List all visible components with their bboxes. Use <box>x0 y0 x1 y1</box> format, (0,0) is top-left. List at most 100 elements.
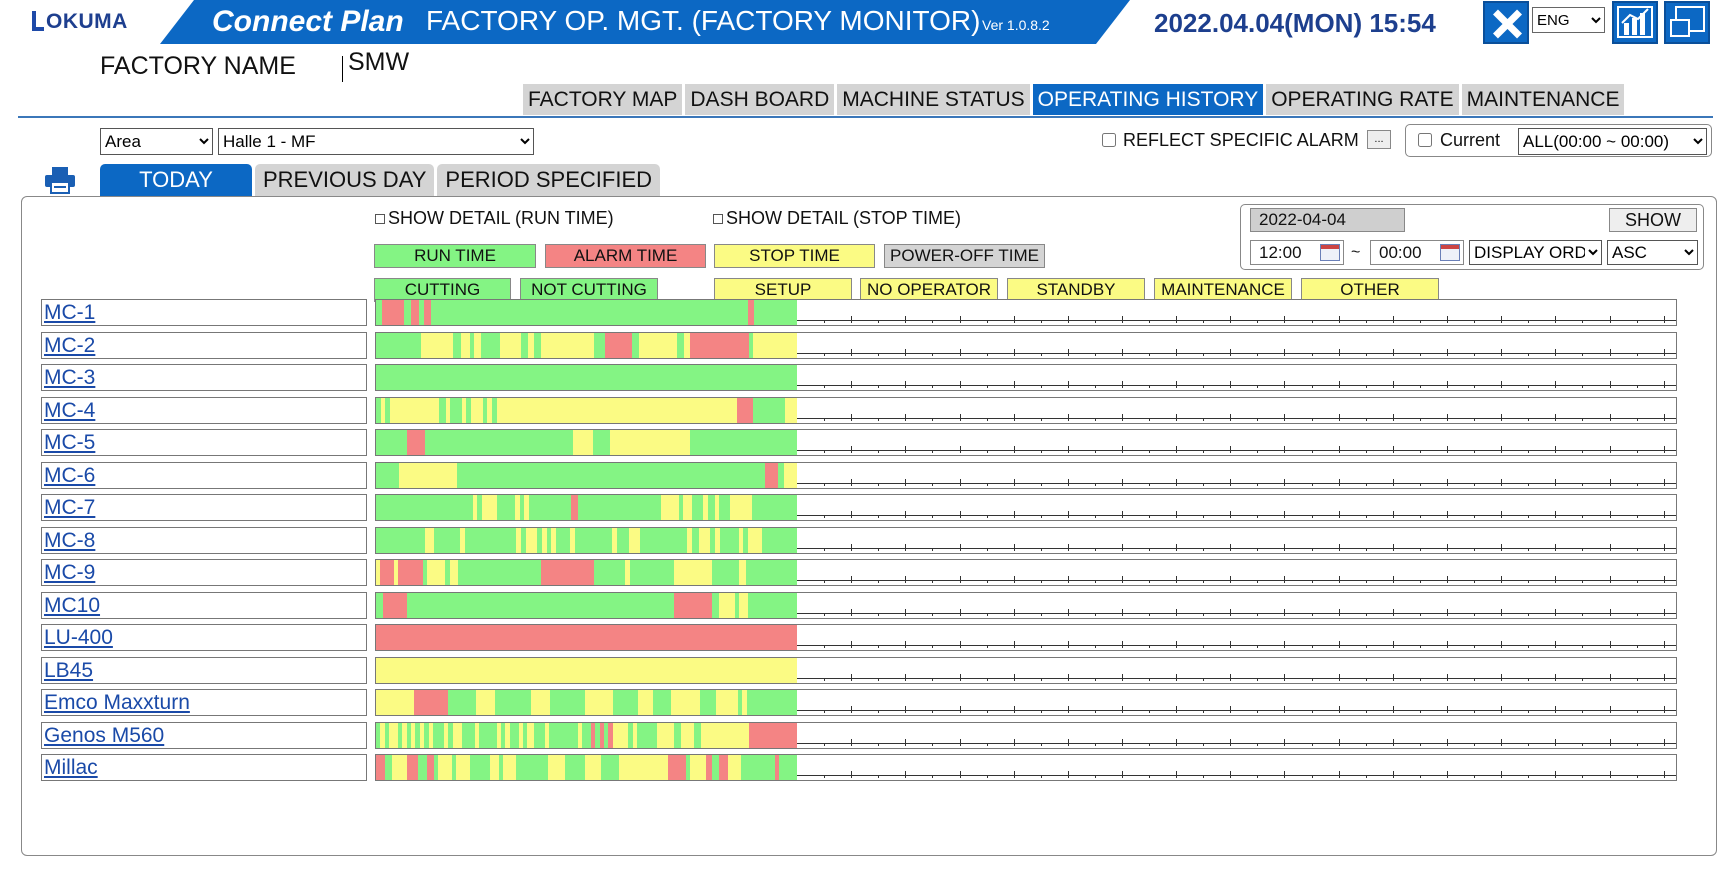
machine-link[interactable]: MC-5 <box>44 431 96 454</box>
ruler-tick <box>1664 381 1665 388</box>
to-time-input[interactable]: 00:00 <box>1370 240 1464 265</box>
tab-machine-status[interactable]: MACHINE STATUS <box>837 84 1030 115</box>
tab-period-specified[interactable]: PERIOD SPECIFIED <box>437 164 661 196</box>
timeline-segment <box>703 495 708 520</box>
ruler-tick <box>1122 543 1123 551</box>
machine-row: MC-7 <box>41 494 1677 521</box>
machine-link[interactable]: Millac <box>44 756 98 779</box>
ruler-tick <box>1230 771 1231 778</box>
tab-operating-rate[interactable]: OPERATING RATE <box>1266 84 1459 115</box>
reflect-alarm-more-button[interactable]: ... <box>1367 130 1391 149</box>
reflect-alarm-checkbox[interactable] <box>1102 133 1116 147</box>
machine-link[interactable]: LB45 <box>44 658 94 682</box>
ruler-tick <box>1637 320 1638 323</box>
machine-link[interactable]: MC-6 <box>44 463 96 487</box>
tab-operating-history[interactable]: OPERATING HISTORY <box>1032 84 1264 115</box>
timeline-segment <box>534 722 545 748</box>
page-title: FACTORY OP. MGT. (FACTORY MONITOR) <box>426 5 981 36</box>
ruler-tick <box>1393 478 1394 486</box>
machine-link[interactable]: Genos M560 <box>44 723 165 747</box>
timeline-segment <box>690 755 706 780</box>
machine-link[interactable]: MC-8 <box>44 528 96 552</box>
ruler-tick <box>1501 706 1502 713</box>
timeline-segments <box>376 462 797 488</box>
ruler-tick <box>1230 316 1231 323</box>
ruler-tick <box>1339 316 1340 323</box>
show-detail-run-toggle[interactable]: SHOW DETAIL (RUN TIME) <box>375 208 614 229</box>
show-detail-stop-toggle[interactable]: SHOW DETAIL (STOP TIME) <box>713 208 961 229</box>
ruler-tick <box>1664 576 1665 583</box>
timeline-ruler <box>797 638 1676 648</box>
timeline-segment <box>521 332 528 358</box>
machine-link[interactable]: MC10 <box>44 593 101 617</box>
timeline-segment <box>477 495 482 520</box>
tab-today[interactable]: TODAY <box>100 164 252 196</box>
timeline-segment <box>458 560 541 585</box>
machine-link[interactable]: MC-7 <box>44 496 96 519</box>
date-field[interactable]: 2022-04-04 <box>1250 208 1405 232</box>
calendar-icon[interactable] <box>1440 244 1460 261</box>
timeline-segment <box>565 755 585 780</box>
ruler-tick <box>1339 348 1340 356</box>
ruler-tick <box>1068 608 1069 616</box>
tab-previous-day[interactable]: PREVIOUS DAY <box>255 164 435 196</box>
calendar-icon[interactable] <box>1320 244 1340 261</box>
ruler-tick <box>1041 320 1042 323</box>
ruler-tick <box>1501 316 1502 323</box>
analysis-chart-button[interactable] <box>1612 1 1658 44</box>
machine-name-cell: MC-4 <box>41 396 367 424</box>
display-order-select[interactable]: DISPLAY ORDER <box>1469 240 1602 265</box>
current-range-select[interactable]: ALL(00:00 ~ 00:00) <box>1518 128 1707 155</box>
ruler-tick <box>932 612 933 616</box>
close-button[interactable] <box>1483 1 1529 44</box>
timeline-segment <box>497 722 501 748</box>
machine-name-cell: Emco Maxxturn <box>41 689 367 716</box>
machine-link[interactable]: MC-1 <box>44 301 96 324</box>
ruler-tick <box>1610 413 1611 421</box>
area-select[interactable]: Area <box>100 128 213 155</box>
tab-maintenance[interactable]: MAINTENANCE <box>1461 84 1625 115</box>
timeline-segment <box>737 397 753 423</box>
ruler-tick <box>851 608 852 616</box>
show-button[interactable]: SHOW <box>1609 208 1697 232</box>
current-checkbox[interactable] <box>1418 133 1432 147</box>
window-switch-button[interactable] <box>1664 1 1710 44</box>
machine-link[interactable]: MC-9 <box>44 561 96 584</box>
machine-link[interactable]: MC-4 <box>44 398 96 422</box>
ruler-tick <box>1501 576 1502 583</box>
machine-link[interactable]: MC-2 <box>44 333 96 357</box>
ruler-tick <box>1582 482 1583 486</box>
ruler-tick <box>960 543 961 551</box>
tab-dash-board[interactable]: DASH BOARD <box>685 84 835 115</box>
timeline-segment <box>427 560 445 585</box>
ruler-tick <box>987 645 988 648</box>
machine-link[interactable]: MC-3 <box>44 366 96 389</box>
tab-factory-map[interactable]: FACTORY MAP <box>523 84 683 115</box>
ruler-tick <box>1203 450 1204 453</box>
legend-standby: STANDBY <box>1007 278 1145 302</box>
ruler-tick <box>1230 543 1231 551</box>
ruler-tick <box>1122 446 1123 453</box>
timeline-segment <box>752 495 797 520</box>
language-select[interactable]: ENG <box>1532 7 1605 33</box>
timeline-segments <box>376 300 797 325</box>
ruler-tick <box>1420 482 1421 486</box>
ruler-tick <box>1149 450 1150 453</box>
printer-icon[interactable] <box>44 166 76 194</box>
location-select[interactable]: Halle 1 - MF <box>218 128 534 155</box>
timeline-segment <box>692 495 703 520</box>
ruler-tick <box>1203 775 1204 778</box>
from-time-input[interactable]: 12:00 <box>1250 240 1344 265</box>
machine-link[interactable]: Emco Maxxturn <box>44 691 190 714</box>
machine-row: Millac <box>41 754 1677 781</box>
ruler-tick <box>1041 450 1042 453</box>
ruler-tick <box>987 710 988 713</box>
ruler-tick <box>1637 547 1638 551</box>
ruler-tick <box>1095 547 1096 551</box>
timeline-segment <box>376 332 421 358</box>
machine-link[interactable]: LU-400 <box>44 626 113 649</box>
sort-direction-select[interactable]: ASC <box>1607 240 1698 265</box>
timeline-ruler <box>797 606 1676 616</box>
ruler-tick <box>1041 710 1042 713</box>
ruler-tick <box>1041 385 1042 388</box>
